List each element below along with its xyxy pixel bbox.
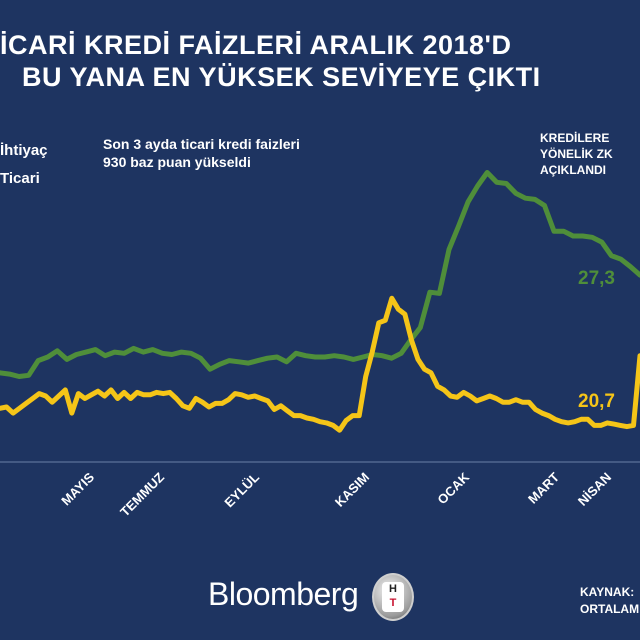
- x-axis-ticks: T MAYIS TEMMUZ EYLÜL KASIM OCAK MART NİSAN: [0, 469, 614, 519]
- ht-logo-inner: H T: [382, 582, 404, 612]
- x-tick-label: EYLÜL: [221, 469, 262, 510]
- chart-title-line-1: İCARİ KREDİ FAİZLERİ ARALIK 2018'D: [0, 30, 512, 60]
- end-label-ihtiyac: 27,3: [578, 268, 615, 289]
- x-tick-label: KASIM: [332, 470, 372, 510]
- series-line-ihtiyac: [0, 170, 640, 379]
- series-line-ticari: [0, 295, 640, 433]
- x-tick-label: MART: [525, 469, 562, 506]
- source-note: KAYNAK: ORTALAM: [580, 585, 640, 616]
- annotation-text: Son 3 ayda ticari kredi faizleri 930 baz…: [103, 136, 300, 170]
- legend-ihtiyac: İhtiyaç: [0, 142, 48, 159]
- x-tick-label: TEMMUZ: [117, 469, 167, 519]
- ht-logo-t: T: [389, 597, 397, 609]
- bloomberg-logo: Bloomberg: [208, 576, 359, 612]
- x-tick-label: NİSAN: [575, 470, 614, 509]
- ht-logo-h: H: [389, 583, 397, 595]
- x-tick-label: T: [0, 469, 2, 485]
- end-label-ticari: 20,7: [578, 391, 615, 412]
- legend-ticari: Ticari: [0, 170, 40, 187]
- chart-title-line-2: BU YANA EN YÜKSEK SEVİYEYE ÇIKTI: [22, 62, 541, 92]
- ht-logo-badge: H T: [372, 573, 414, 621]
- zk-announcement-note: KREDİLERE YÖNELİK ZK AÇIKLANDI: [540, 131, 613, 177]
- x-tick-label: OCAK: [434, 469, 472, 507]
- series-lines: [0, 170, 640, 433]
- x-tick-label: MAYIS: [58, 469, 97, 508]
